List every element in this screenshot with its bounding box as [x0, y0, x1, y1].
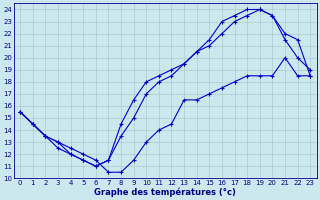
X-axis label: Graphe des températures (°c): Graphe des températures (°c): [94, 187, 236, 197]
